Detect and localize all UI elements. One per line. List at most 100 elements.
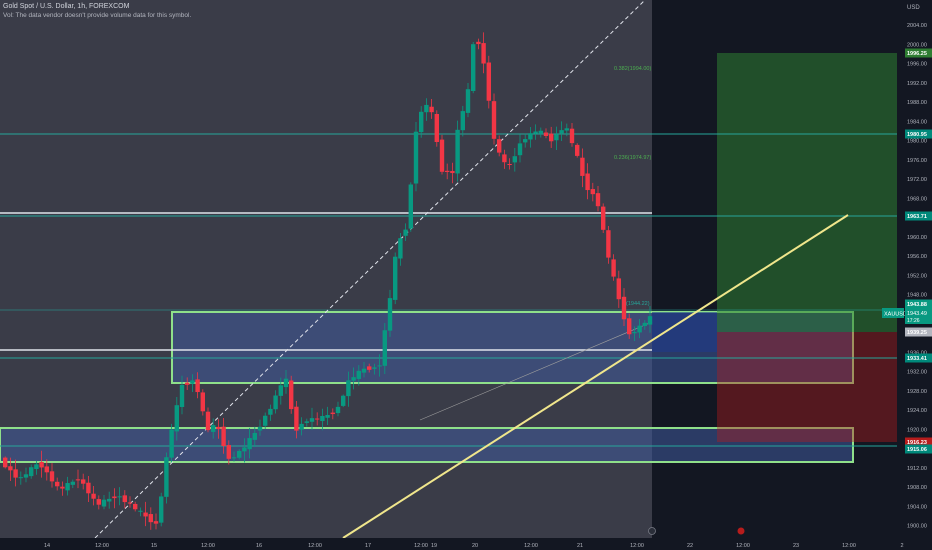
candle-body bbox=[117, 496, 122, 498]
candle-body bbox=[543, 132, 549, 136]
price-tick-label: 1976.00 bbox=[907, 158, 927, 164]
candle-body bbox=[559, 130, 564, 134]
candle-body bbox=[590, 189, 595, 195]
projection-entry-band bbox=[652, 312, 717, 352]
candle-body bbox=[185, 382, 190, 385]
candle-body bbox=[445, 170, 450, 172]
price-tag-bg bbox=[905, 444, 932, 454]
symbol-tag-countdown: 17:26 bbox=[907, 318, 920, 324]
price-tag-label: 1933.41 bbox=[907, 356, 927, 362]
candle-body bbox=[216, 426, 221, 430]
candle-body bbox=[611, 259, 616, 277]
candle-body bbox=[153, 521, 159, 524]
price-tag-bg bbox=[905, 353, 932, 363]
candle-body bbox=[450, 171, 455, 174]
time-tick-label: 12:00 bbox=[308, 543, 322, 549]
demand-zone-lower[interactable] bbox=[0, 427, 854, 463]
candle-body bbox=[424, 104, 429, 113]
candle-body bbox=[283, 378, 289, 388]
price-tick-label: 2004.00 bbox=[907, 23, 927, 29]
candle-body bbox=[621, 296, 627, 320]
price-tick-label: 1960.00 bbox=[907, 235, 927, 241]
ascending-trendline[interactable] bbox=[342, 214, 849, 539]
candle-body bbox=[606, 230, 611, 258]
price-tag-label: 1996.25 bbox=[907, 51, 927, 57]
candle-body bbox=[263, 415, 268, 426]
candle-body bbox=[226, 445, 231, 459]
candle-body bbox=[101, 499, 107, 507]
candle-body bbox=[65, 483, 70, 491]
candle-body bbox=[304, 421, 309, 423]
fib-label-0236: 0.236(1974.97) bbox=[614, 155, 651, 161]
candle-body bbox=[299, 423, 304, 430]
volume-notice: Vol: The data vendor doesn't provide vol… bbox=[3, 12, 192, 19]
candle-body bbox=[351, 377, 356, 381]
candle-body bbox=[164, 457, 169, 497]
price-tick-label: 1992.00 bbox=[907, 81, 927, 87]
time-tick-label: 12:00 bbox=[736, 543, 750, 549]
candle-body bbox=[273, 395, 278, 410]
candle-body bbox=[564, 128, 569, 131]
candle-body bbox=[346, 380, 351, 397]
time-tick-label: 14 bbox=[44, 543, 50, 549]
candle-body bbox=[112, 496, 117, 499]
candle-body bbox=[34, 464, 39, 470]
candle-body bbox=[408, 184, 413, 229]
price-tick-label: 1924.00 bbox=[907, 408, 927, 414]
candle-body bbox=[44, 466, 49, 473]
candle-body bbox=[221, 426, 226, 447]
time-tick-label: 22 bbox=[687, 543, 693, 549]
candle-body bbox=[257, 426, 263, 431]
price-tick-label: 1996.00 bbox=[907, 62, 927, 68]
long-position-profit-zone[interactable] bbox=[717, 53, 897, 332]
candle-body bbox=[367, 366, 372, 370]
time-tick-label: 16 bbox=[256, 543, 262, 549]
candle-body bbox=[486, 62, 491, 101]
candle-body bbox=[174, 405, 179, 432]
candle-body bbox=[294, 406, 299, 431]
candle-body bbox=[471, 44, 476, 91]
candle-body bbox=[637, 325, 642, 333]
price-tick-label: 1984.00 bbox=[907, 119, 927, 125]
candle-body bbox=[481, 43, 486, 64]
time-tick-label: 23 bbox=[793, 543, 799, 549]
candle-body bbox=[439, 139, 445, 172]
candle-body bbox=[252, 432, 257, 440]
price-tick-label: 1972.00 bbox=[907, 177, 927, 183]
candle-body bbox=[507, 164, 512, 165]
candle-body bbox=[575, 144, 580, 156]
candle-body bbox=[200, 392, 205, 412]
symbol-tag[interactable]: XAUUSD 1943.49 17:26 bbox=[882, 308, 932, 324]
candle-body bbox=[86, 482, 91, 494]
candle-body bbox=[429, 106, 434, 113]
price-tick-label: 1928.00 bbox=[907, 389, 927, 395]
candle-body bbox=[393, 256, 398, 300]
candlestick-series[interactable] bbox=[3, 32, 653, 530]
candle-body bbox=[211, 425, 216, 432]
time-tick-label: 15 bbox=[151, 543, 157, 549]
price-axis[interactable]: USD 2004.002000.001996.001992.001988.001… bbox=[897, 0, 932, 538]
candle-body bbox=[585, 173, 590, 191]
chart-title[interactable]: Gold Spot / U.S. Dollar, 1h, FOREXCOM bbox=[3, 3, 130, 10]
candle-body bbox=[502, 154, 507, 163]
channel-trendline-dashed[interactable] bbox=[94, 0, 646, 539]
candle-body bbox=[148, 514, 153, 523]
price-tag-label: 1963.71 bbox=[907, 214, 927, 220]
candle-body bbox=[460, 111, 465, 131]
price-tag-bg bbox=[905, 129, 932, 139]
currency-label: USD bbox=[907, 5, 920, 11]
replay-marker-icon[interactable] bbox=[648, 527, 656, 535]
price-tag-bg bbox=[905, 48, 932, 58]
candle-body bbox=[39, 461, 44, 468]
candle-body bbox=[372, 367, 377, 369]
candle-body bbox=[289, 380, 294, 410]
candle-body bbox=[523, 139, 528, 143]
candle-body bbox=[647, 316, 653, 325]
long-position-loss-zone[interactable] bbox=[717, 332, 897, 442]
candle-body bbox=[13, 469, 18, 478]
candle-body bbox=[315, 418, 320, 420]
time-axis[interactable]: 14 12:00 15 12:00 16 12:00 17 12:00 19 20 12:00 21 1… bbox=[0, 538, 932, 550]
time-tick-label: 2 bbox=[900, 543, 903, 549]
calendar-event-icon[interactable] bbox=[737, 527, 745, 535]
